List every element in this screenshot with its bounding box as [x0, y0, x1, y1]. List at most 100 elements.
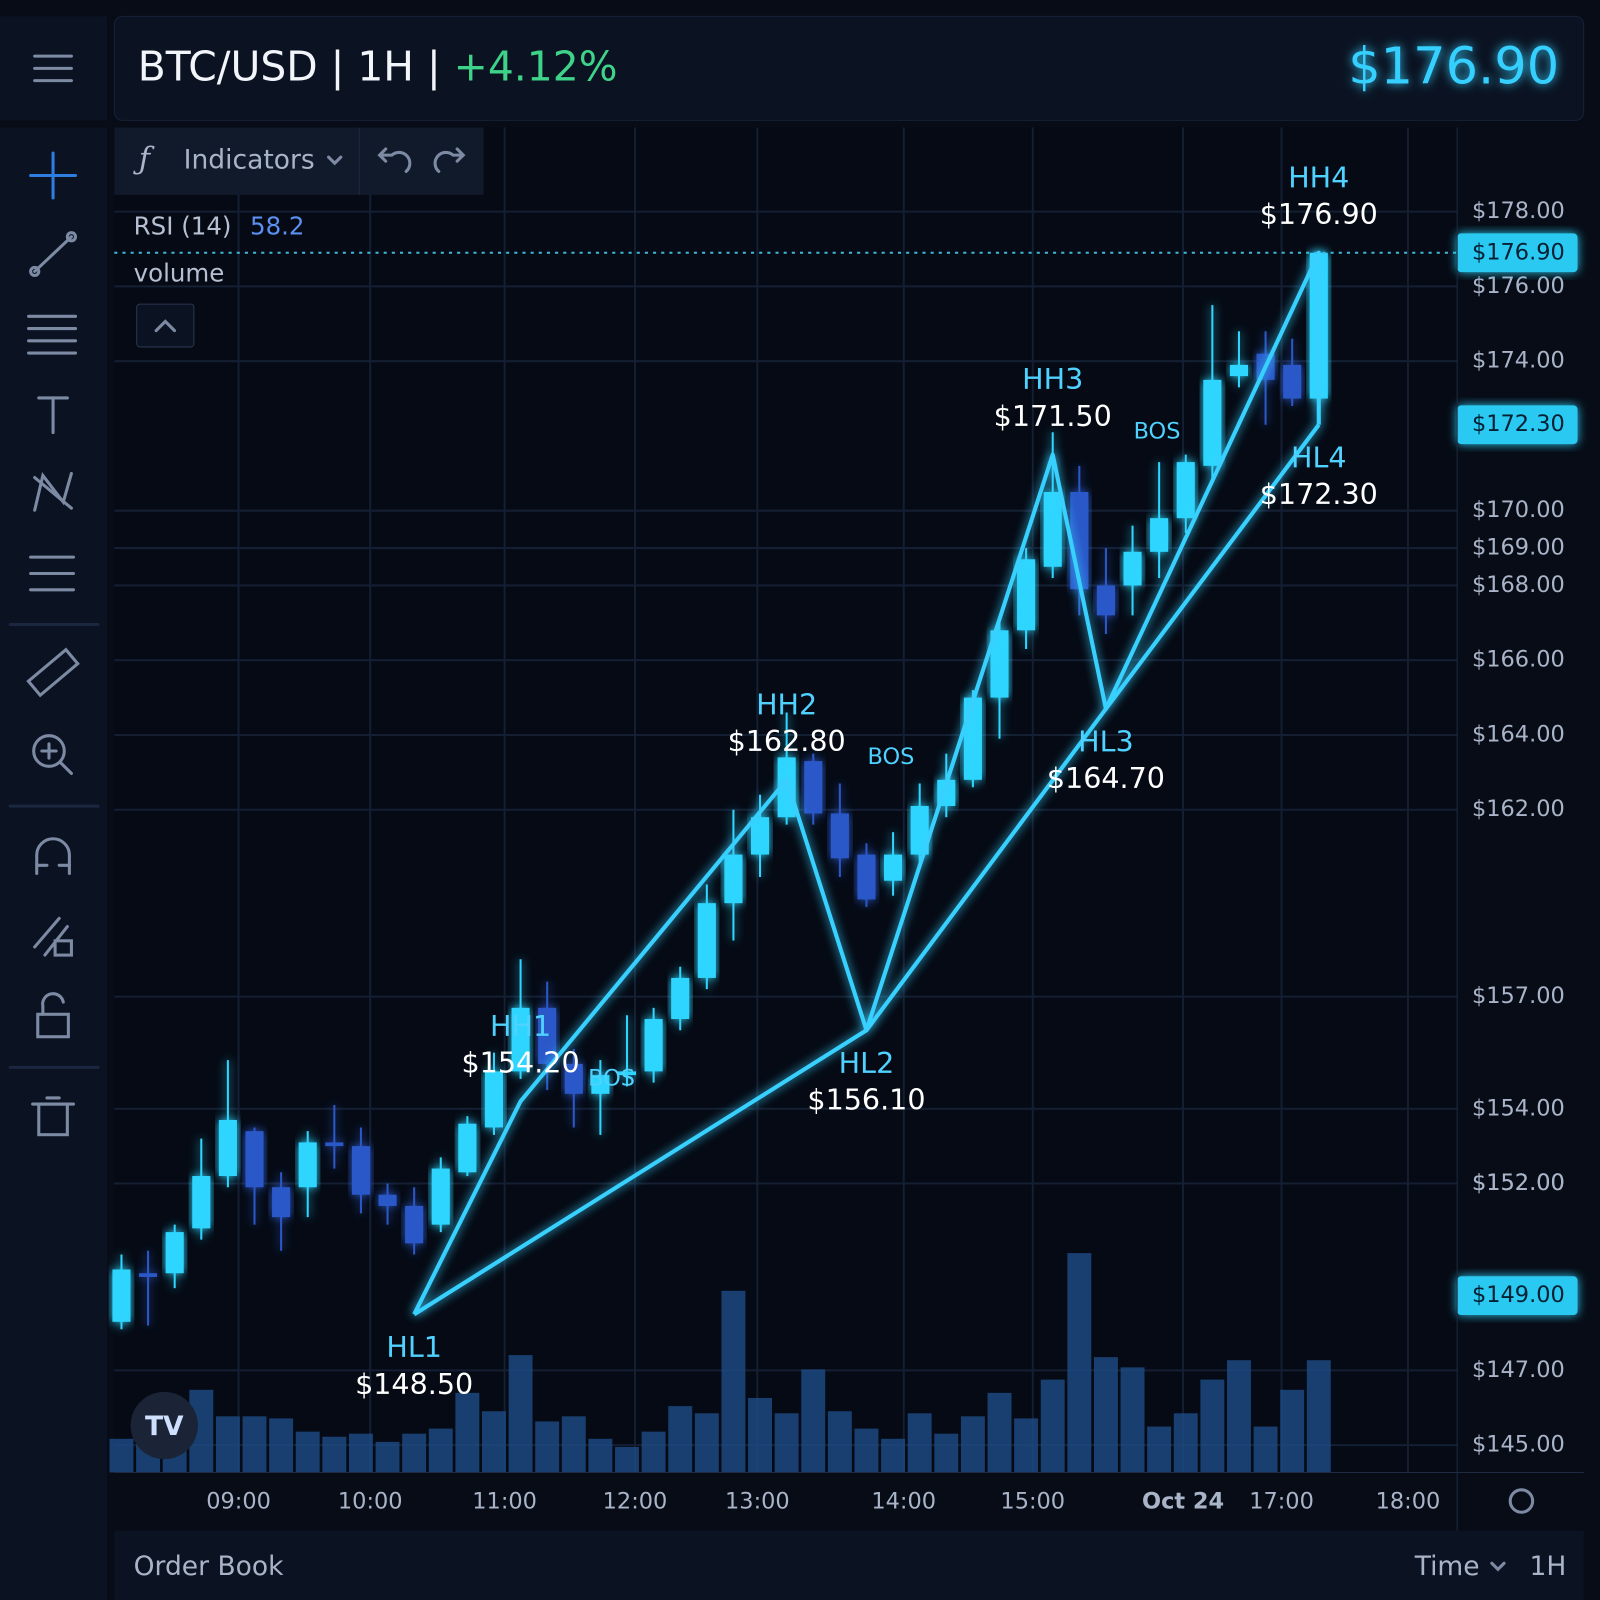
candle-body — [1176, 462, 1195, 519]
volume-bar — [1280, 1389, 1305, 1473]
candle — [405, 1187, 424, 1255]
volume-bar — [535, 1421, 560, 1473]
candle-body — [165, 1232, 184, 1274]
candle — [458, 1116, 477, 1177]
volume-bar — [269, 1418, 294, 1473]
dropdown-icon — [327, 155, 343, 166]
redo-button[interactable] — [433, 147, 466, 173]
swing-price: $156.10 — [807, 1083, 925, 1117]
candle — [431, 1157, 450, 1233]
volume-bar — [934, 1433, 959, 1473]
candle — [697, 884, 716, 990]
candle — [1176, 454, 1195, 534]
candle — [884, 832, 903, 896]
y-tick-label: $168.00 — [1472, 572, 1565, 598]
pattern-tool[interactable] — [33, 471, 73, 512]
candle-body — [777, 757, 796, 818]
order-book[interactable]: Order Book — [134, 1551, 284, 1582]
candle-body — [804, 761, 823, 814]
line-tool[interactable] — [29, 231, 78, 278]
candle — [378, 1183, 397, 1225]
volume-bar — [322, 1436, 347, 1473]
collapse-button[interactable] — [136, 303, 195, 348]
candle-body — [857, 854, 876, 900]
magnet-tool[interactable] — [35, 837, 71, 875]
candle-body — [1017, 559, 1036, 631]
swing-label: HH1 — [490, 1009, 551, 1043]
time-selector[interactable]: Time — [1414, 1551, 1480, 1582]
lines-tool[interactable] — [27, 314, 78, 355]
x-tick-label: 13:00 — [725, 1489, 790, 1515]
volume-bar — [109, 1438, 134, 1473]
volume-bar — [295, 1431, 320, 1473]
interval[interactable]: 1H — [1530, 1551, 1567, 1582]
zigzag — [412, 250, 1321, 1316]
header — [113, 15, 1585, 121]
logo — [130, 1391, 198, 1460]
candle-body — [644, 1019, 663, 1072]
change: +4.12% — [454, 42, 618, 90]
candle — [511, 959, 530, 1079]
lock-drawing-tool[interactable] — [33, 916, 73, 957]
volume-bar — [1120, 1367, 1145, 1473]
volume-bar — [1226, 1360, 1251, 1473]
collapse-icon — [154, 319, 177, 333]
swing-label: HH2 — [756, 687, 817, 721]
logo-mark: TV — [145, 1411, 184, 1442]
settings-button[interactable] — [1508, 1488, 1535, 1514]
bos-label: BOS — [1134, 419, 1181, 445]
volume-bar — [1147, 1426, 1172, 1473]
lock-tool[interactable] — [36, 992, 70, 1039]
x-tick-label: 12:00 — [603, 1489, 668, 1515]
zoom-tool[interactable] — [32, 734, 73, 775]
volume-bar — [508, 1355, 533, 1473]
candle-body — [431, 1168, 450, 1225]
candle-body — [405, 1205, 424, 1244]
candle-body — [458, 1123, 477, 1173]
volume-bar — [375, 1441, 400, 1473]
volume-bar — [721, 1290, 746, 1473]
candle — [1203, 305, 1222, 481]
candle — [804, 753, 823, 825]
volume-bar — [1014, 1418, 1039, 1473]
indicators-button[interactable]: Indicators — [184, 145, 315, 176]
bos-label: BOS — [868, 744, 915, 770]
candle — [298, 1131, 317, 1218]
candle-body — [511, 1007, 530, 1072]
candle-body — [1096, 585, 1115, 616]
swing-price: $154.20 — [462, 1046, 580, 1080]
delete-tool[interactable] — [31, 1096, 75, 1137]
candle-body — [139, 1273, 158, 1277]
x-tick-label: 10:00 — [338, 1489, 403, 1515]
swing-price: $171.50 — [994, 399, 1112, 433]
structure — [412, 250, 1321, 1317]
volume-bar — [242, 1416, 267, 1473]
volume-bar — [1306, 1360, 1331, 1473]
fib-tool[interactable] — [29, 555, 75, 592]
ruler-tool[interactable] — [26, 647, 80, 698]
x-tick-label: 18:00 — [1376, 1489, 1441, 1515]
bos-label: BOS — [588, 1065, 635, 1091]
y-tick-label: $178.00 — [1472, 198, 1565, 224]
volume-bar — [668, 1406, 693, 1473]
volume-bar — [960, 1416, 985, 1473]
undo-button[interactable] — [377, 147, 412, 173]
candle-body — [1043, 491, 1062, 567]
y-tick-label: $157.00 — [1472, 983, 1565, 1009]
text-tool[interactable] — [37, 396, 69, 435]
swing-price: $164.70 — [1047, 761, 1165, 795]
candle-body — [990, 630, 1009, 698]
rsi-label: RSI (14) — [134, 212, 232, 241]
x-tick-label: 15:00 — [1000, 1489, 1065, 1515]
candle-body — [298, 1142, 317, 1188]
rsi-value: 58.2 — [250, 212, 304, 241]
menu-button[interactable] — [33, 54, 73, 83]
price-badge — [1457, 1276, 1578, 1316]
volume-bar — [748, 1397, 773, 1473]
candle-body — [192, 1176, 211, 1229]
swing-price: $162.80 — [728, 724, 846, 758]
candle — [591, 1060, 610, 1135]
swing-label: HL4 — [1291, 440, 1347, 474]
crosshair-tool[interactable] — [29, 151, 78, 200]
